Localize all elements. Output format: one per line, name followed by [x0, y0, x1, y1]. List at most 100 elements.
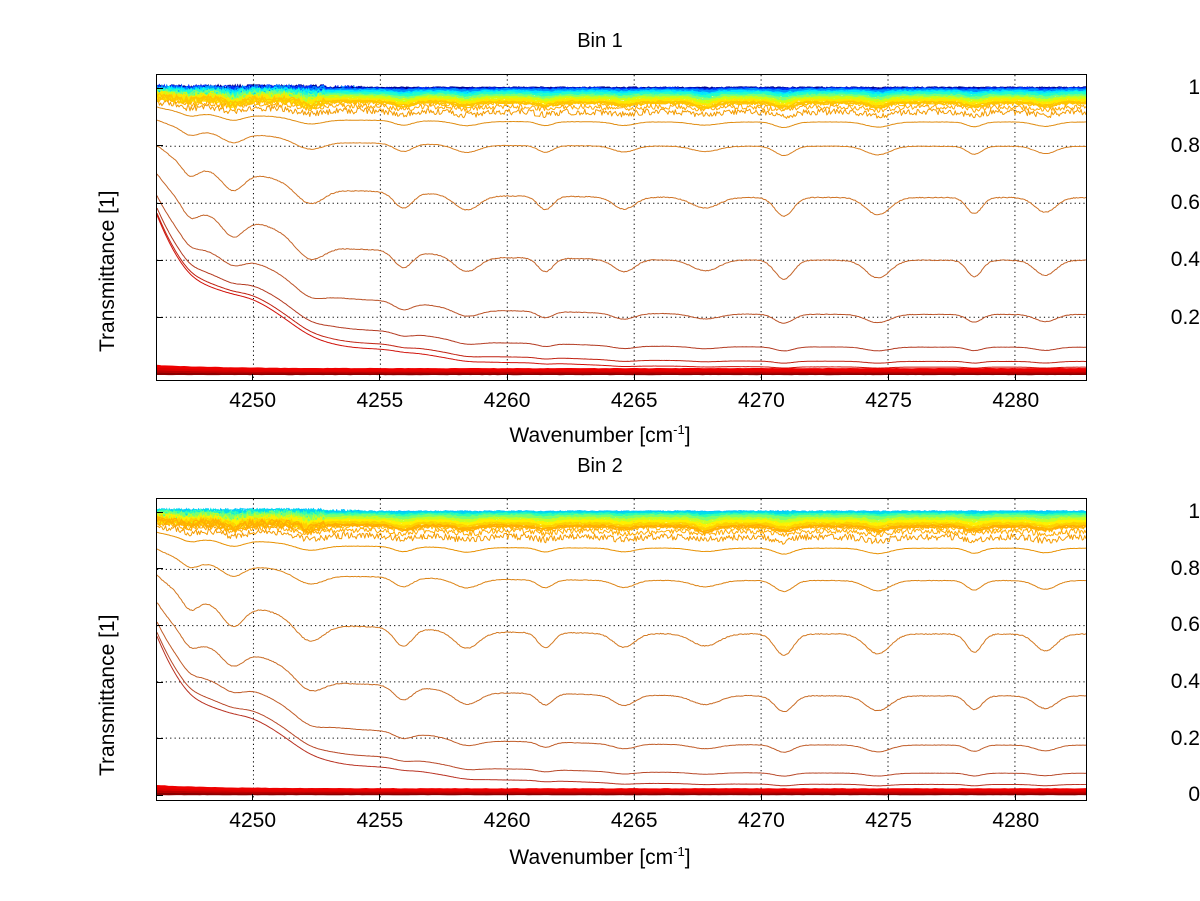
y-tick-mark — [156, 624, 163, 626]
spectrum-line — [157, 517, 1086, 535]
x-axis-label-bin2: Wavenumber [cm-1] — [0, 844, 1200, 870]
spectrum-line — [157, 574, 1086, 656]
x-axis-label-exponent-bin1: -1 — [673, 422, 685, 437]
x-axis-label-text-bin2: Wavenumber [cm — [509, 846, 674, 869]
x-tick-label: 4265 — [610, 389, 658, 412]
y-tick-label: 0.8 — [1170, 133, 1200, 157]
spectrum-line — [157, 87, 1086, 102]
x-tick-mark — [633, 794, 635, 801]
y-tick-mark — [156, 568, 163, 570]
x-tick-mark — [379, 794, 381, 801]
x-tick-label: 4260 — [483, 389, 531, 412]
y-tick-label: 0.4 — [1170, 248, 1200, 272]
x-tick-mark — [760, 794, 762, 801]
y-tick-mark — [156, 681, 163, 683]
x-tick-label: 4275 — [865, 809, 912, 832]
y-tick-mark — [156, 259, 163, 261]
y-tick-label: 1 — [1188, 500, 1200, 524]
x-tick-mark — [1015, 794, 1017, 801]
x-tick-label: 4275 — [865, 389, 912, 412]
spectrum-line — [157, 636, 1086, 787]
spectra-lines-bin1 — [157, 75, 1086, 380]
y-tick-label: 1 — [1188, 76, 1200, 100]
x-tick-mark — [379, 374, 381, 381]
y-axis-label-bin2: Transmittance [1] — [96, 614, 119, 776]
y-tick-mark — [156, 317, 163, 319]
x-tick-mark — [506, 794, 508, 801]
spectrum-line — [157, 94, 1086, 112]
dense-band-group — [157, 83, 1086, 112]
y-tick-mark — [156, 202, 163, 204]
spectrum-line — [157, 514, 1086, 532]
x-tick-label: 4260 — [483, 809, 531, 832]
spectrum-line — [157, 784, 1086, 791]
gridlines — [157, 499, 1086, 800]
spectrum-line — [157, 106, 1086, 129]
spectrum-line — [157, 364, 1086, 371]
panel-title-bin1: Bin 1 — [577, 30, 623, 52]
spectrum-series-group — [157, 85, 1086, 376]
spectrum-line — [157, 548, 1086, 593]
x-tick-label: 4250 — [229, 389, 277, 412]
x-tick-label: 4250 — [229, 809, 277, 832]
y-tick-mark — [156, 87, 163, 89]
x-tick-mark — [252, 374, 254, 381]
spectrum-line — [157, 520, 1086, 538]
x-axis-label-tail-bin2: ] — [684, 846, 691, 869]
plot-panel-bin1: Bin 1 Transmittance [1] Wavenumber [cm-1… — [0, 30, 1200, 448]
panel-title-bin2: Bin 2 — [577, 455, 623, 477]
y-tick-label: 0.4 — [1170, 670, 1200, 694]
spectrum-line — [157, 212, 1086, 364]
y-tick-label: 0.2 — [1170, 726, 1200, 750]
x-tick-mark — [633, 374, 635, 381]
x-tick-mark — [888, 794, 890, 801]
x-tick-mark — [252, 794, 254, 801]
x-tick-mark — [888, 374, 890, 381]
x-tick-label: 4265 — [610, 809, 658, 832]
x-axis-label-tail-bin1: ] — [684, 424, 691, 447]
spectrum-line — [157, 525, 1086, 545]
x-tick-label: 4255 — [356, 809, 404, 832]
spectrum-line — [157, 602, 1086, 713]
spectrum-series-group — [157, 509, 1086, 796]
x-tick-mark — [506, 374, 508, 381]
x-tick-label: 4280 — [992, 389, 1040, 412]
x-tick-label: 4270 — [738, 389, 785, 412]
y-tick-mark — [156, 738, 163, 740]
spectrum-line — [157, 145, 1086, 217]
saturated-band-group — [157, 364, 1086, 376]
spectrum-line — [157, 621, 1086, 753]
spectrum-line — [157, 100, 1086, 119]
y-tick-mark — [156, 511, 163, 513]
y-tick-label: 0.6 — [1170, 191, 1200, 215]
spectrum-line — [157, 214, 1086, 369]
x-tick-mark — [1015, 374, 1017, 381]
y-tick-label: 0.8 — [1170, 556, 1200, 580]
axes-bin1 — [156, 74, 1087, 381]
spectrum-line — [157, 207, 1086, 352]
x-tick-label: 4270 — [738, 809, 785, 832]
x-tick-label: 4255 — [356, 389, 404, 412]
spectrum-line — [157, 119, 1086, 156]
y-tick-mark — [156, 145, 163, 147]
dense-band-group — [157, 507, 1086, 535]
spectrum-line — [157, 632, 1086, 777]
y-tick-label: 0 — [1188, 783, 1200, 807]
x-axis-label-text-bin1: Wavenumber [cm — [509, 424, 674, 447]
spectra-lines-bin2 — [157, 499, 1086, 800]
spectrum-line — [157, 90, 1086, 109]
x-tick-mark — [760, 374, 762, 381]
x-axis-label-bin1: Wavenumber [cm-1] — [0, 422, 1200, 448]
y-tick-label: 0.6 — [1170, 613, 1200, 637]
axes-bin2 — [156, 498, 1087, 801]
x-tick-label: 4280 — [992, 809, 1040, 832]
y-tick-label: 0.2 — [1170, 305, 1200, 329]
spectrum-line — [157, 531, 1086, 555]
x-axis-label-exponent-bin2: -1 — [673, 844, 685, 859]
spectrum-line — [157, 195, 1086, 324]
y-tick-mark — [156, 794, 163, 796]
saturated-band-group — [157, 784, 1086, 796]
spectrum-line — [157, 173, 1086, 280]
spectrum-line — [157, 510, 1086, 523]
